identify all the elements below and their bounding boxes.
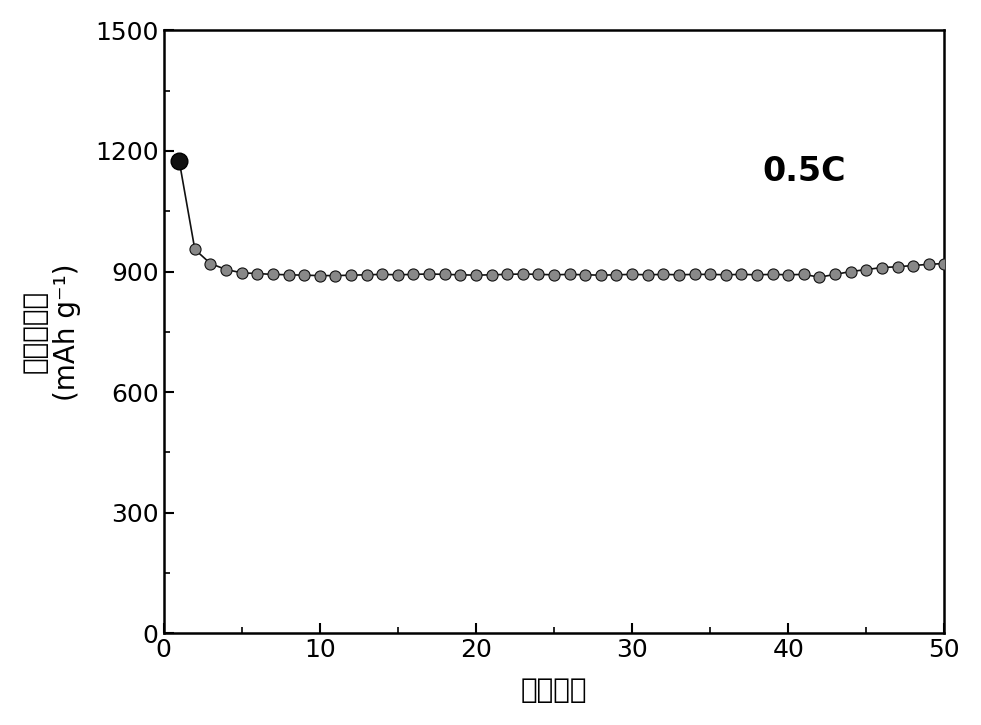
Y-axis label: 放电比容量
(mAh g⁻¹): 放电比容量 (mAh g⁻¹) xyxy=(21,263,81,401)
Text: 0.5C: 0.5C xyxy=(762,154,846,188)
X-axis label: 循环圈数: 循环圈数 xyxy=(521,676,588,704)
